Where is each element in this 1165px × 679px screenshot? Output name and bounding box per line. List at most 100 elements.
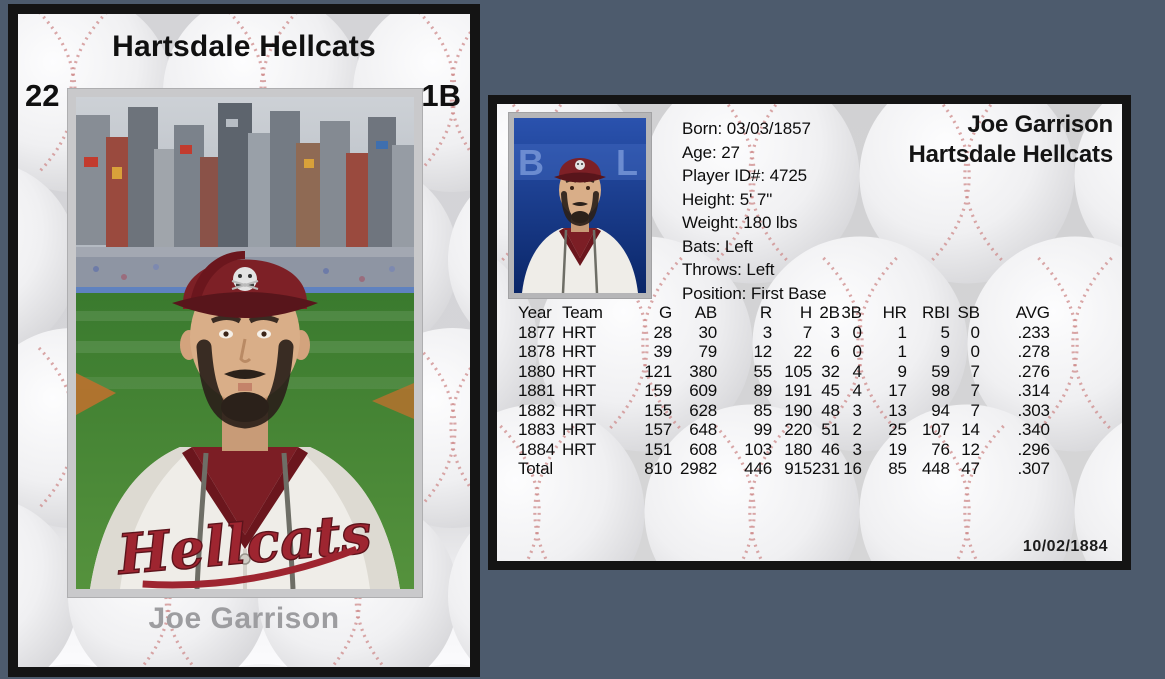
stats-cell: 3 bbox=[830, 322, 840, 342]
stats-cell: 151 bbox=[644, 439, 672, 459]
league-logo-letter-left: B bbox=[518, 142, 544, 183]
stats-cell: .340 bbox=[1017, 420, 1050, 439]
stats-header-cell: AB bbox=[694, 303, 717, 322]
stats-cell: 28 bbox=[653, 322, 672, 342]
stats-cell: .276 bbox=[1017, 361, 1050, 381]
stats-cell: 1877 bbox=[518, 322, 556, 342]
stats-cell: 1880 bbox=[518, 361, 556, 381]
stats-cell: 19 bbox=[888, 439, 907, 459]
bio-line: Player ID#: 4725 bbox=[682, 166, 808, 185]
stats-header-cell: 3B bbox=[841, 303, 862, 322]
stats-header-cell: 2B bbox=[819, 303, 840, 322]
stats-cell: 32 bbox=[821, 361, 840, 381]
stats-cell: .314 bbox=[1017, 381, 1050, 400]
stats-cell: 107 bbox=[922, 420, 950, 439]
card-team-name: Hartsdale Hellcats bbox=[112, 30, 376, 63]
player-portrait-illustration: Hellcats bbox=[76, 97, 414, 589]
stats-cell: 7 bbox=[802, 322, 812, 342]
card-player-name: Joe Garrison bbox=[148, 602, 340, 635]
stats-cell: 30 bbox=[698, 322, 717, 342]
stats-cell: 220 bbox=[784, 420, 812, 439]
bio-line: Weight: 180 lbs bbox=[682, 213, 798, 232]
stats-cell: 3 bbox=[852, 439, 862, 459]
stats-cell: 190 bbox=[784, 400, 812, 420]
stats-cell: HRT bbox=[562, 342, 597, 361]
stats-row: 1880 HRT 121 380 55 105 32 4 9 59 7 .276 bbox=[518, 362, 1050, 382]
stats-row: 1883 HRT 157 648 99 220 51 2 25 107 14 .340 bbox=[518, 420, 1050, 440]
stats-cell: 55 bbox=[753, 361, 772, 381]
card-position: 1B bbox=[421, 78, 461, 113]
stats-cell: 4 bbox=[852, 381, 862, 400]
stats-header-row: Year Team G AB R H 2B 3B HR RBI SB AVG bbox=[518, 303, 1050, 323]
stats-cell: 0 bbox=[970, 322, 980, 342]
stats-cell: 1 bbox=[897, 322, 907, 342]
stats-cell: 628 bbox=[689, 400, 717, 420]
player-photo: Hellcats bbox=[67, 88, 423, 598]
bio-list: Born: 03/03/1857 Age: 27 Player ID#: 4725 H… bbox=[682, 117, 827, 305]
stats-table: Year Team G AB R H 2B 3B HR RBI SB AVG 1877 HRT 28 30 3 7… bbox=[518, 303, 1050, 479]
stats-cell: 0 bbox=[970, 342, 980, 361]
photo-city-skyline bbox=[76, 103, 414, 247]
stats-cell: 1881 bbox=[518, 381, 556, 400]
stats-cell: 180 bbox=[784, 439, 812, 459]
stats-cell: 76 bbox=[931, 439, 950, 459]
stats-cell: 2982 bbox=[679, 459, 717, 478]
photo-warning-track bbox=[76, 373, 116, 415]
stats-cell: 915 bbox=[784, 459, 812, 478]
stats-cell: HRT bbox=[562, 420, 597, 439]
panel-player-name: Joe Garrison bbox=[967, 111, 1113, 138]
stats-cell: .307 bbox=[1017, 459, 1050, 478]
panel-name-block: Joe Garrison Hartsdale Hellcats bbox=[908, 110, 1113, 170]
stats-cell: 39 bbox=[653, 342, 672, 361]
stats-cell: HRT bbox=[562, 322, 597, 342]
player-headshot: B L bbox=[508, 112, 652, 299]
player-info-panel[interactable]: B L bbox=[488, 95, 1131, 570]
stats-row: Total 810 2982 446 915 231 16 85 448 47 .307 bbox=[518, 459, 1050, 479]
stats-header-cell: SB bbox=[957, 303, 980, 322]
stats-header-cell: Team bbox=[562, 303, 603, 322]
stats-row: 1884 HRT 151 608 103 180 46 3 19 76 12 .296 bbox=[518, 440, 1050, 460]
stats-cell: 3 bbox=[852, 400, 862, 420]
stats-header-cell: H bbox=[799, 303, 812, 322]
stats-cell: 121 bbox=[644, 361, 672, 381]
stats-cell: 608 bbox=[689, 439, 717, 459]
stats-header-cell: G bbox=[658, 303, 672, 322]
stats-cell: 380 bbox=[689, 361, 717, 381]
stats-cell bbox=[562, 459, 628, 479]
stats-row: 1877 HRT 28 30 3 7 3 0 1 5 0.233 bbox=[518, 323, 1050, 343]
stats-cell: 47 bbox=[961, 459, 980, 478]
stats-cell: 3 bbox=[762, 322, 772, 342]
stats-cell: 9 bbox=[940, 342, 950, 361]
stats-cell: 4 bbox=[852, 361, 862, 381]
stats-cell: 45 bbox=[821, 381, 840, 400]
stats-cell: 103 bbox=[744, 439, 772, 459]
league-logo-letter-right: L bbox=[616, 142, 638, 183]
current-date: 10/02/1884 bbox=[1022, 538, 1108, 555]
stats-cell: 7 bbox=[970, 400, 980, 420]
stats-cell: HRT bbox=[562, 400, 597, 420]
card-jersey-number: 22 bbox=[25, 78, 60, 113]
stats-cell: 46 bbox=[821, 439, 840, 459]
stats-cell: .233 bbox=[1017, 322, 1050, 342]
stats-cell: HRT bbox=[562, 381, 597, 400]
stats-cell: 1883 bbox=[518, 420, 556, 439]
stats-cell: 157 bbox=[644, 420, 672, 439]
panel-team-name: Hartsdale Hellcats bbox=[908, 141, 1113, 168]
stats-cell: 9 bbox=[897, 361, 907, 381]
bio-line: Position: First Base bbox=[682, 283, 827, 303]
stats-cell: 609 bbox=[689, 381, 717, 400]
stats-cell: 159 bbox=[644, 381, 672, 400]
stats-cell: 231 bbox=[812, 459, 840, 478]
stats-cell: 16 bbox=[843, 459, 862, 478]
stats-cell: 99 bbox=[753, 420, 772, 439]
stats-cell: 810 bbox=[644, 459, 672, 478]
headshot-player bbox=[522, 158, 638, 293]
bio-line: Born: 03/03/1857 bbox=[682, 119, 811, 138]
stats-cell: 191 bbox=[784, 381, 812, 400]
stats-cell: 22 bbox=[793, 342, 812, 361]
stats-cell: 48 bbox=[821, 400, 840, 420]
stats-cell: 1884 bbox=[518, 439, 556, 459]
player-card[interactable]: Hartsdale Hellcats 22 1B bbox=[8, 4, 480, 677]
photo-player: Hellcats bbox=[90, 251, 400, 589]
